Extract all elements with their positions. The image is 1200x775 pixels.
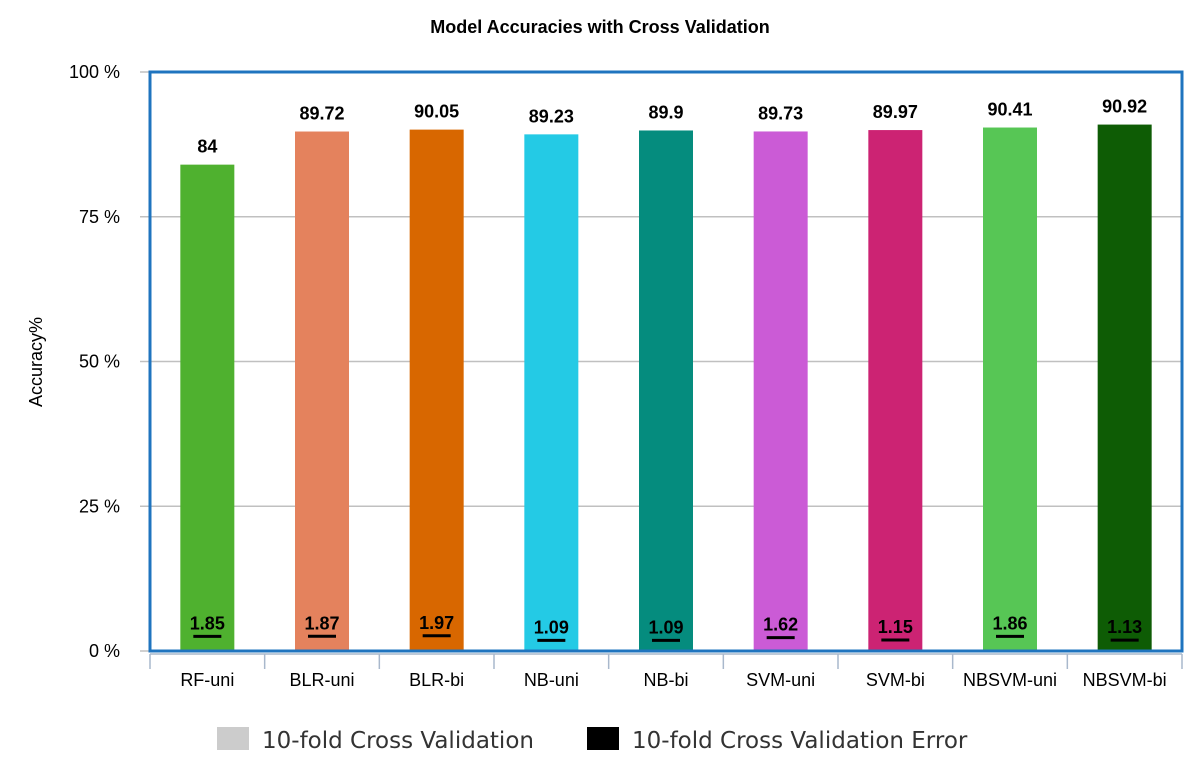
y-axis-ticks: 0 % 25 % 50 % 75 % 100 % (69, 62, 150, 661)
plot-border (148, 70, 1184, 653)
bar-value-label: 89.23 (529, 106, 574, 126)
x-axis: RF-uni BLR-uni BLR-bi NB-uni NB-bi SVM-uni SVM… (149, 653, 1183, 690)
legend-label-cv-error: 10-fold Cross Validation Error (632, 728, 968, 754)
error-value-label: 1.62 (763, 615, 798, 635)
error-value-label: 1.09 (534, 617, 569, 637)
x-tick-label: BLR-bi (409, 670, 464, 690)
error-value-label: 1.13 (1107, 617, 1142, 637)
bar-value-label: 90.41 (987, 100, 1032, 120)
error-markers-layer: 1.85 1.87 1.97 1.09 1.09 1.62 1.15 1.86 1.13 (190, 613, 1142, 642)
error-value-label: 1.15 (878, 617, 913, 637)
x-tick-label: SVM-uni (746, 670, 815, 690)
bar (409, 129, 464, 652)
bar-value-label: 89.72 (299, 104, 344, 124)
legend-item-cv-error[interactable]: 10-fold Cross Validation Error (587, 727, 968, 754)
bar (295, 131, 349, 652)
bar-value-label: 89.9 (648, 102, 683, 122)
x-tick-label: RF-uni (180, 670, 234, 690)
error-value-label: 1.85 (190, 613, 225, 633)
bar-value-label: 90.92 (1102, 97, 1147, 117)
y-tick-label: 75 % (79, 207, 120, 227)
bar (1097, 124, 1152, 652)
legend-label-cv: 10-fold Cross Validation (262, 728, 534, 754)
legend-item-cv[interactable]: 10-fold Cross Validation (217, 727, 534, 754)
x-tick-label: NBSVM-bi (1083, 670, 1167, 690)
y-tick-label: 50 % (79, 352, 120, 372)
error-value-label: 1.86 (992, 613, 1027, 633)
error-value-label: 1.09 (648, 617, 683, 637)
error-value-label: 1.87 (304, 613, 339, 633)
y-axis-label: Accuracy% (26, 317, 46, 407)
bar-value-label: 84 (197, 137, 217, 157)
bar (868, 130, 923, 651)
bar-value-label: 90.05 (414, 102, 459, 122)
y-tick-label: 0 % (89, 641, 120, 661)
x-tick-label: NB-bi (643, 670, 688, 690)
x-tick-label: BLR-uni (289, 670, 354, 690)
bar (983, 127, 1037, 651)
legend-swatch-cv (217, 727, 249, 750)
bars-layer: 84 89.72 90.05 89.23 89.9 89.73 89.97 90.41 90.9… (180, 97, 1152, 652)
error-value-label: 1.97 (419, 613, 454, 633)
bar (180, 164, 235, 651)
legend-swatch-cv-error (587, 727, 619, 750)
y-tick-label: 100 % (69, 62, 120, 82)
legend: 10-fold Cross Validation 10-fold Cross V… (217, 727, 968, 754)
bar (753, 131, 808, 651)
chart-title: Model Accuracies with Cross Validation (430, 17, 769, 37)
x-tick-label: NBSVM-uni (963, 670, 1057, 690)
x-tick-label: SVM-bi (866, 670, 925, 690)
x-tick-label: NB-uni (524, 670, 579, 690)
bar (639, 130, 693, 651)
bar (524, 134, 579, 652)
y-tick-label: 25 % (79, 496, 120, 516)
bar-value-label: 89.97 (873, 102, 918, 122)
bar-value-label: 89.73 (758, 103, 803, 123)
